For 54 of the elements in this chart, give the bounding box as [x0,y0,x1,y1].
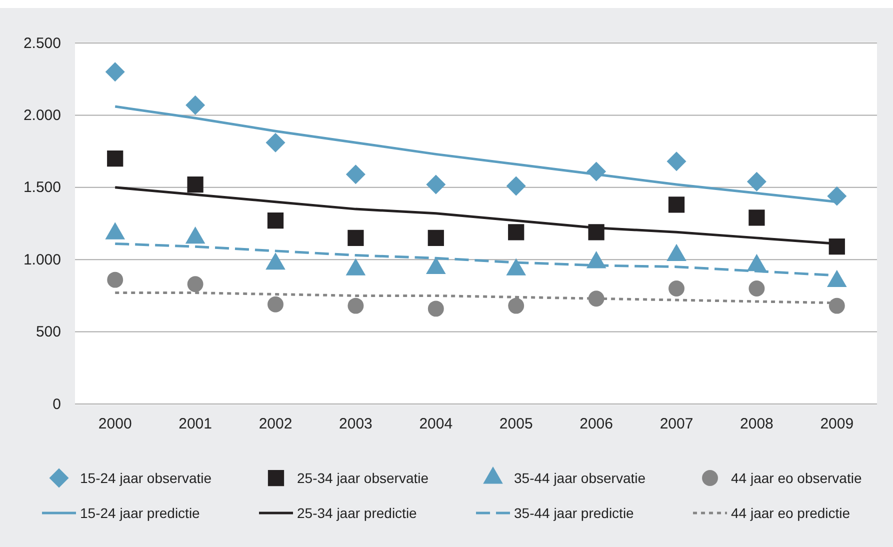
point [266,132,286,152]
x-tick-label: 2000 [98,416,132,433]
x-tick-label: 2009 [820,416,854,433]
y-tick-label: 500 [36,324,61,341]
point [586,162,606,182]
x-tick-label: 2001 [178,416,212,433]
point [508,298,524,314]
legend-label: 35-44 jaar observatie [514,470,646,486]
point [428,230,444,246]
x-tick-label: 2008 [740,416,774,433]
point [748,280,765,296]
y-tick-label: 2.000 [23,107,61,124]
x-tick-label: 2003 [339,416,372,433]
point [346,164,366,184]
point [828,298,845,314]
point [268,296,284,312]
point [107,272,124,288]
point [746,172,766,192]
point [827,186,847,206]
legend-label: 44 jaar eo observatie [731,470,862,486]
point [186,95,206,115]
legend-label: 35-44 jaar predictie [514,505,634,521]
point [107,150,124,167]
point [508,224,524,240]
y-tick-label: 1.000 [23,251,61,268]
legend-label: 25-34 jaar observatie [297,470,429,486]
point [668,196,685,213]
legend-label: 25-34 jaar predictie [297,505,418,521]
legend-label: 15-24 jaar observatie [80,470,212,486]
y-tick-label: 0 [52,396,61,413]
point [668,280,684,296]
point [666,152,686,172]
point [348,230,364,246]
point [588,224,604,240]
point [588,290,604,307]
point [506,176,526,196]
point [187,176,204,193]
point [748,210,765,226]
legend-label: 44 jaar eo predictie [731,505,850,521]
point [105,62,125,82]
x-tick-label: 2006 [580,416,613,433]
y-tick-label: 2.500 [23,34,61,52]
y-tick-label: 1.500 [23,179,61,196]
point [267,212,284,229]
point [348,298,364,314]
point [828,238,845,255]
point [426,174,446,194]
x-tick-label: 2007 [660,416,694,433]
x-tick-label: 2004 [419,416,453,433]
x-tick-label: 2002 [258,416,292,433]
point [428,300,444,317]
legend-label: 15-24 jaar predictie [80,505,200,521]
x-tick-label: 2005 [499,416,533,433]
point [187,276,204,292]
